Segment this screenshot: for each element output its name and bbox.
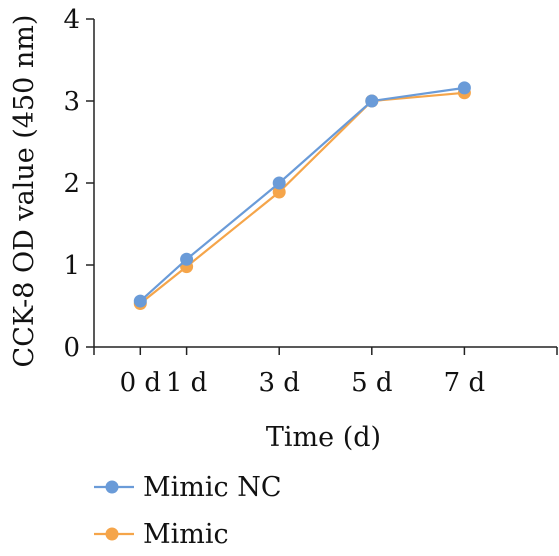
- y-tick-label: 4: [63, 5, 80, 35]
- x-tick-label: 1 d: [166, 368, 207, 398]
- x-tick-label: 7 d: [444, 368, 485, 398]
- axes: [93, 19, 557, 348]
- legend-item-mimic-nc: Mimic NC: [94, 472, 282, 503]
- legend-marker-mimic-nc: [105, 480, 119, 494]
- data-point-mimic-nc: [365, 94, 379, 108]
- y-tick-label: 2: [63, 169, 80, 199]
- data-point-mimic: [272, 185, 286, 199]
- data-point-mimic-nc: [457, 81, 471, 95]
- y-tick-label: 0: [63, 333, 80, 363]
- x-tick-label: 3 d: [258, 368, 299, 398]
- x-tick-label: 0 d: [120, 368, 161, 398]
- legend: Mimic NC Mimic: [94, 472, 282, 550]
- legend-marker-mimic: [105, 527, 119, 541]
- series-layer: [133, 81, 471, 311]
- legend-label-mimic-nc: Mimic NC: [143, 472, 282, 503]
- y-tick-label: 3: [63, 87, 80, 117]
- y-axis-title: CCK-8 OD value (450 nm): [9, 15, 40, 368]
- y-tick-label: 1: [63, 251, 80, 281]
- x-tick-label: 5 d: [351, 368, 392, 398]
- x-axis-title: Time (d): [266, 422, 381, 453]
- data-point-mimic-nc: [272, 176, 286, 190]
- y-ticks: 0 1 2 3 4: [63, 5, 94, 363]
- legend-label-mimic: Mimic: [143, 519, 229, 550]
- data-point-mimic-nc: [133, 294, 147, 308]
- legend-item-mimic: Mimic: [94, 519, 229, 550]
- data-point-mimic-nc: [180, 252, 194, 266]
